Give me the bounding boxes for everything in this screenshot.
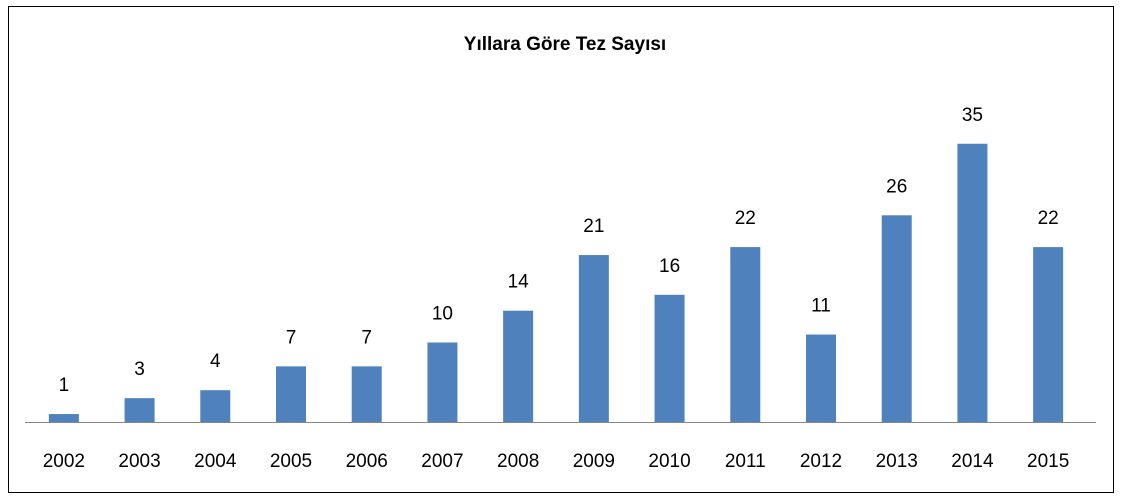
bar bbox=[503, 310, 534, 422]
bar bbox=[276, 366, 306, 422]
bar bbox=[124, 398, 155, 422]
x-tick-label: 2009 bbox=[573, 451, 615, 472]
data-label: 10 bbox=[432, 304, 453, 325]
bar bbox=[1033, 247, 1064, 422]
chart-title: Yıllara Göre Tez Sayısı bbox=[464, 34, 666, 55]
x-tick-label: 2013 bbox=[876, 451, 918, 472]
bar bbox=[654, 294, 685, 422]
bar bbox=[806, 334, 836, 422]
x-tick-label: 2006 bbox=[346, 451, 388, 472]
x-tick-label: 2011 bbox=[725, 451, 766, 472]
data-label: 14 bbox=[508, 272, 530, 293]
x-tick-label: 2003 bbox=[118, 451, 160, 472]
data-label: 16 bbox=[659, 256, 680, 277]
x-tick-label: 2002 bbox=[43, 451, 85, 472]
x-tick-label: 2007 bbox=[421, 451, 463, 472]
data-label: 4 bbox=[210, 351, 221, 372]
data-label: 3 bbox=[134, 359, 145, 380]
data-label: 7 bbox=[286, 327, 297, 348]
x-tick-label: 2004 bbox=[194, 451, 237, 472]
bar bbox=[351, 366, 382, 422]
data-label: 26 bbox=[886, 176, 907, 197]
data-label: 21 bbox=[583, 216, 604, 237]
data-label: 35 bbox=[962, 105, 983, 126]
bar bbox=[881, 215, 912, 422]
x-tick-label: 2010 bbox=[648, 451, 690, 472]
bar bbox=[427, 342, 458, 422]
x-tick-label: 2015 bbox=[1027, 451, 1069, 472]
data-label: 22 bbox=[735, 208, 756, 229]
bar bbox=[200, 390, 231, 422]
bar bbox=[957, 143, 988, 422]
data-label: 11 bbox=[811, 296, 831, 317]
x-tick-label: 2014 bbox=[951, 451, 994, 472]
data-label: 1 bbox=[59, 375, 70, 396]
bar bbox=[730, 247, 761, 422]
x-tick-label: 2005 bbox=[270, 451, 312, 472]
bar bbox=[578, 255, 609, 422]
data-label: 22 bbox=[1038, 208, 1059, 229]
x-tick-label: 2012 bbox=[800, 451, 842, 472]
bar bbox=[48, 414, 79, 422]
chart-border bbox=[8, 6, 1114, 493]
x-tick-label: 2008 bbox=[497, 451, 539, 472]
data-label: 7 bbox=[361, 327, 372, 348]
